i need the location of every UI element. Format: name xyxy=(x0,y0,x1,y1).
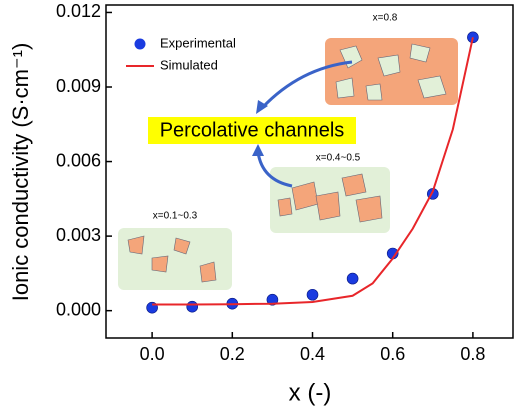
point xyxy=(306,288,319,301)
point xyxy=(346,272,359,285)
highlight-box xyxy=(148,117,356,144)
x-axis-title: x (-) xyxy=(289,379,332,406)
point xyxy=(266,293,279,306)
x-tick-label: 0.2 xyxy=(220,344,245,364)
y-tick-label: 0.000 xyxy=(56,299,101,319)
series-line xyxy=(152,37,474,306)
inset-high-grains xyxy=(335,43,447,101)
insets xyxy=(118,38,458,290)
arrow-head xyxy=(252,144,264,156)
x-tick-label: 0.4 xyxy=(300,344,325,364)
legend-label: Simulated xyxy=(160,57,218,72)
y-tick-label: 0.006 xyxy=(56,150,101,170)
arrow xyxy=(260,60,353,110)
inset-low-grains xyxy=(127,235,217,283)
inset-low xyxy=(118,228,232,290)
x-tick-label: 0.0 xyxy=(140,344,165,364)
x-tick-label: 0.8 xyxy=(460,344,485,364)
arrow xyxy=(256,151,293,188)
annotation: x=0.8 xyxy=(373,13,398,24)
y-axis-title: Ionic conductivity (S·cm⁻¹) xyxy=(8,43,33,302)
inset-mid-grains xyxy=(277,173,383,223)
y-tick-label: 0.012 xyxy=(56,1,101,21)
plot-frame xyxy=(105,4,514,339)
point xyxy=(186,300,199,313)
arrow-head xyxy=(256,100,268,114)
legend-swatch xyxy=(134,38,146,50)
annotation: x=0.4~0.5 xyxy=(316,153,361,164)
y-tick-label: 0.003 xyxy=(56,225,101,245)
annotation: x=0.1~0.3 xyxy=(153,211,198,222)
y-tick-label: 0.009 xyxy=(56,76,101,96)
x-tick-label: 0.6 xyxy=(380,344,405,364)
legend-label: Experimental xyxy=(160,35,236,50)
annotation: Percolative channels xyxy=(160,119,345,141)
